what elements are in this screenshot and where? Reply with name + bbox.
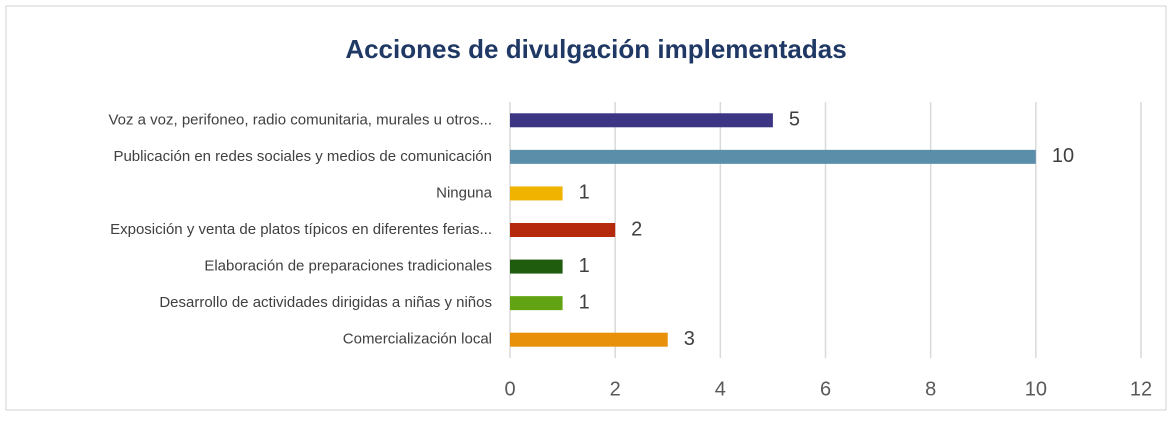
x-tick-label: 10 (1025, 378, 1047, 400)
y-tick-label: Publicación en redes sociales y medios d… (113, 148, 492, 165)
x-tick-label: 2 (610, 378, 621, 400)
y-tick-label: Ninguna (436, 184, 493, 201)
x-tick-label: 6 (820, 378, 831, 400)
data-label: 10 (1052, 145, 1074, 167)
data-label: 5 (789, 109, 800, 131)
x-tick-label: 12 (1130, 378, 1152, 400)
bar (510, 332, 668, 347)
chart-title: Acciones de divulgación implementadas (345, 34, 846, 64)
bar (510, 223, 616, 237)
x-tick-label: 4 (715, 378, 726, 400)
bar (510, 149, 1036, 164)
x-tick-label: 8 (925, 378, 936, 400)
y-tick-label: Exposición y venta de platos típicos en … (110, 221, 492, 238)
data-label: 1 (579, 291, 590, 313)
y-tick-label: Desarrollo de actividades dirigidas a ni… (159, 294, 492, 311)
chart-border (5, 5, 1167, 411)
bar (510, 259, 563, 274)
bar (510, 296, 563, 311)
y-tick-label: Elaboración de preparaciones tradicional… (204, 258, 492, 275)
data-label: 1 (579, 182, 590, 204)
x-tick-label: 0 (504, 378, 515, 400)
bar (510, 186, 563, 201)
y-tick-label: Voz a voz, perifoneo, radio comunitaria,… (108, 111, 492, 128)
data-label: 3 (684, 328, 695, 350)
data-label: 2 (631, 218, 642, 240)
y-tick-label: Comercialización local (343, 331, 492, 348)
data-label: 1 (579, 255, 590, 277)
bar (510, 113, 773, 128)
